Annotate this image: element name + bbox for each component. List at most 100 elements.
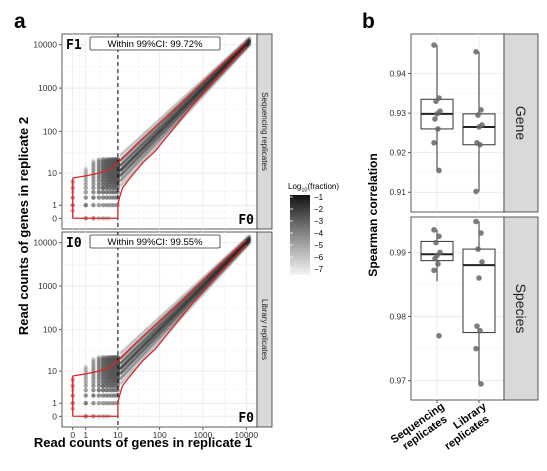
density-point [91, 161, 96, 167]
density-point [180, 308, 184, 312]
density-point [169, 319, 174, 323]
density-point [247, 235, 252, 239]
y-tick-label: 10000 [33, 40, 57, 50]
data-point [475, 246, 481, 252]
density-point [91, 195, 96, 200]
density-point [128, 366, 132, 371]
density-point [175, 300, 179, 304]
density-point [144, 345, 149, 349]
density-point [120, 161, 125, 166]
density-point [159, 329, 164, 333]
density-point [111, 393, 117, 398]
scatter-y-axis-library: 0 1 10 100 1000 10000 [33, 238, 62, 421]
density-point [91, 393, 96, 398]
density-point [175, 317, 179, 321]
density-point [138, 356, 142, 360]
density-point [145, 128, 150, 133]
density-point [130, 166, 135, 170]
density-point [118, 382, 123, 386]
ci-annotation-box-sequencing [89, 36, 221, 51]
density-point [128, 342, 132, 347]
density-point [115, 185, 121, 191]
facet-strip-label-gene: Gene [513, 106, 529, 140]
density-point [156, 138, 161, 143]
density-point [124, 173, 128, 177]
density-point [247, 241, 252, 245]
density-point [153, 142, 157, 146]
density-point [83, 182, 88, 187]
density-point [163, 326, 167, 330]
density-point [113, 401, 119, 406]
density-point [189, 299, 193, 303]
density-point [246, 36, 251, 41]
density-point [167, 109, 171, 113]
density-point [153, 146, 157, 150]
density-point [159, 135, 164, 139]
density-point [158, 315, 163, 319]
y-tick-label: 100 [43, 324, 57, 334]
density-point [124, 376, 128, 380]
density-point [96, 163, 102, 169]
density-point [122, 358, 126, 363]
density-point [143, 148, 148, 152]
density-point [168, 306, 173, 310]
density-point [133, 356, 138, 360]
density-point [148, 143, 152, 148]
density-point [143, 328, 148, 333]
density-point [96, 357, 102, 363]
density-point [191, 285, 195, 289]
density-point [119, 162, 124, 167]
facet-strip-species [503, 216, 539, 401]
density-point [83, 185, 88, 191]
density-point [119, 172, 124, 177]
density-point [166, 124, 170, 129]
density-point [104, 401, 109, 406]
density-point [165, 309, 169, 313]
facet-tag-bottom-library: F0 [238, 411, 254, 426]
data-point [479, 259, 485, 265]
facet-strip-gene [503, 33, 539, 213]
density-point [192, 86, 196, 90]
density-point [122, 368, 126, 372]
scatter-y-axis-title: Read counts of genes in replicate 2 [16, 117, 31, 335]
density-point [163, 131, 167, 136]
density-point [91, 374, 96, 380]
density-point [177, 311, 181, 316]
density-point [96, 387, 102, 393]
density-point [100, 156, 106, 162]
density-point [132, 150, 137, 154]
density-point [126, 175, 130, 180]
ci-annotation-sequencing: Within 99%CI: 99.72% [107, 39, 203, 50]
y-tick-label: 0.98 [389, 312, 406, 322]
density-point [148, 126, 152, 131]
density-point [195, 292, 200, 297]
density-point [172, 302, 177, 306]
density-point [174, 103, 178, 107]
scatter-facet-sequencing: 0 1 10 100 1000 10000 F1 F0 Within 99%CI: 99.72%… [33, 33, 273, 230]
density-point [178, 297, 182, 301]
density-point [150, 322, 154, 327]
density-point [100, 356, 106, 362]
density-point [191, 99, 195, 103]
density-point [100, 383, 106, 389]
density-point [151, 132, 155, 136]
density-point [131, 339, 136, 344]
density-point [164, 310, 168, 314]
density-point [91, 162, 96, 168]
density-point [100, 387, 106, 393]
boxplot-gene-library [462, 49, 496, 195]
density-point [246, 242, 251, 247]
density-point [165, 129, 169, 133]
density-point [177, 298, 181, 302]
density-point [131, 141, 136, 146]
y-tick-label: 10 [48, 366, 58, 376]
density-point [154, 121, 158, 125]
density-point [130, 161, 135, 166]
density-point [91, 185, 96, 191]
density-point [130, 340, 135, 345]
density-point [127, 353, 131, 357]
box-x-axis: Sequencingreplicates Libraryreplicates [389, 400, 492, 453]
density-point [158, 117, 163, 121]
density-point [124, 178, 128, 182]
